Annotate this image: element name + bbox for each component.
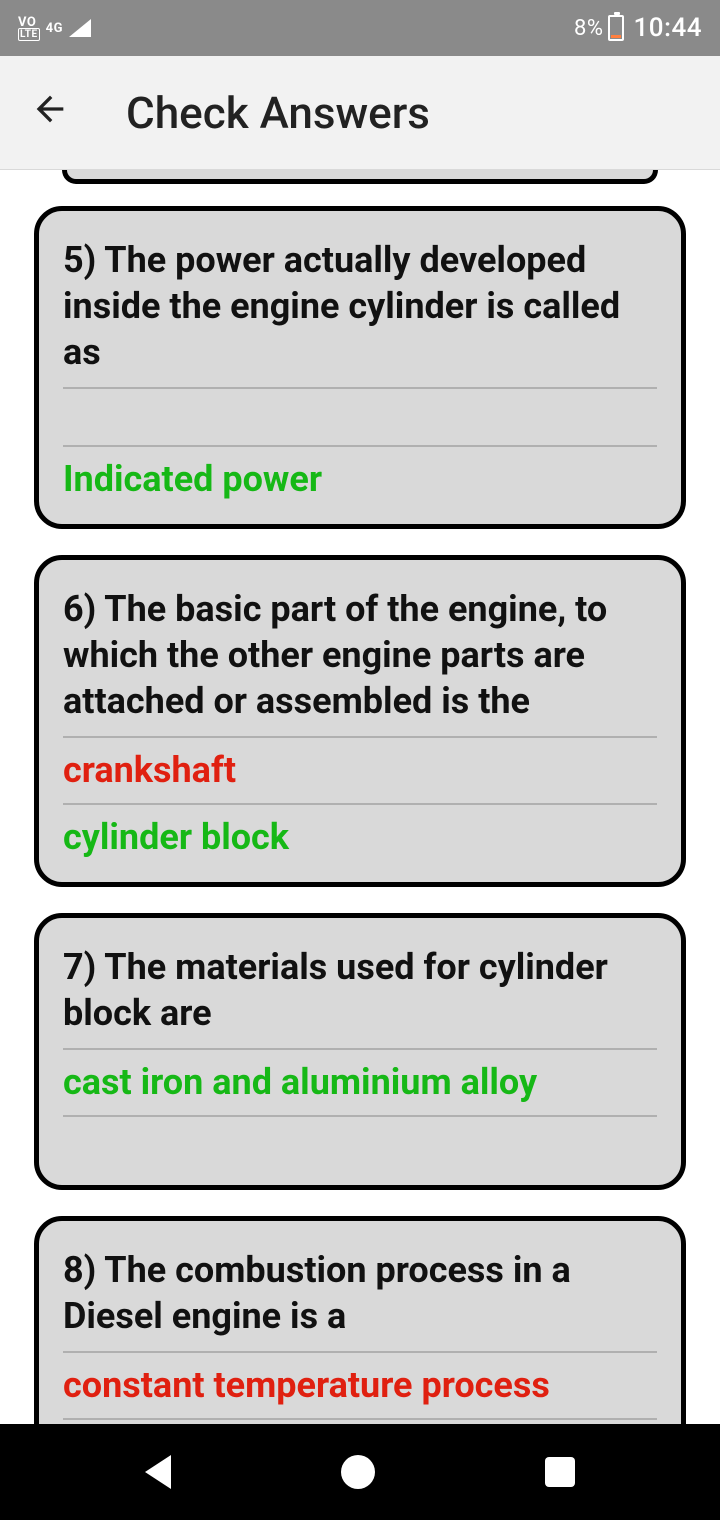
clock: 10:44 (634, 13, 702, 43)
answers-list[interactable]: 5) The power actually developed inside t… (0, 170, 720, 1424)
question-text: 6) The basic part of the engine, to whic… (63, 586, 657, 730)
question-text: 8) The combustion process in a Diesel en… (63, 1247, 657, 1345)
divider (63, 445, 657, 447)
battery-icon (608, 15, 624, 41)
divider (63, 387, 657, 389)
answer-card: 6) The basic part of the engine, to whic… (34, 555, 686, 887)
signal-icon (69, 19, 91, 37)
question-text: 7) The materials used for cylinder block… (63, 944, 657, 1042)
nav-recent-icon[interactable] (545, 1457, 575, 1487)
card-sliver-top (62, 170, 658, 184)
correct-answer: cast iron and aluminium alloy (63, 1056, 657, 1109)
answer-card: 5) The power actually developed inside t… (34, 206, 686, 529)
user-answer: crankshaft (63, 744, 657, 797)
user-answer-empty (63, 395, 657, 439)
app-header: Check Answers (0, 56, 720, 170)
answer-card: 8) The combustion process in a Diesel en… (34, 1216, 686, 1424)
status-bar: VO LTE 4G 8% 10:44 (0, 0, 720, 56)
divider (63, 1115, 657, 1117)
nav-back-icon[interactable] (145, 1455, 171, 1489)
divider (63, 803, 657, 805)
status-left: VO LTE 4G (18, 17, 91, 40)
divider (63, 1351, 657, 1353)
divider (63, 1048, 657, 1050)
divider (63, 736, 657, 738)
battery-percent: 8% (574, 16, 603, 41)
correct-answer: cylinder block (63, 811, 657, 864)
row-empty (63, 1123, 657, 1167)
question-text: 5) The power actually developed inside t… (63, 237, 657, 381)
network-gen: 4G (46, 21, 63, 36)
page-title: Check Answers (126, 87, 430, 139)
divider (63, 1418, 657, 1420)
system-nav-bar (0, 1424, 720, 1520)
status-right: 8% 10:44 (574, 13, 702, 43)
user-answer: constant temperature process (63, 1359, 657, 1412)
answer-card: 7) The materials used for cylinder block… (34, 913, 686, 1190)
correct-answer: Indicated power (63, 453, 657, 506)
volte-icon: VO LTE (18, 17, 40, 40)
nav-home-icon[interactable] (341, 1455, 375, 1489)
back-icon[interactable] (30, 89, 70, 136)
